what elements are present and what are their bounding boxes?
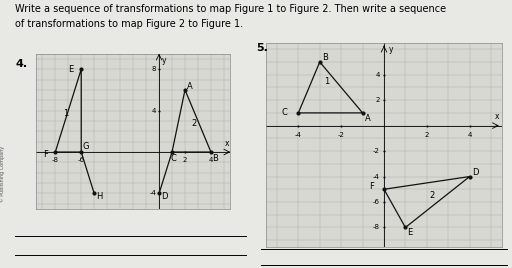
Text: 4: 4 bbox=[375, 72, 380, 78]
Text: D: D bbox=[472, 168, 478, 177]
Text: 2: 2 bbox=[429, 191, 434, 200]
Text: y: y bbox=[388, 45, 393, 54]
Text: 4.: 4. bbox=[15, 59, 28, 69]
Text: Write a sequence of transformations to map Figure 1 to Figure 2. Then write a se: Write a sequence of transformations to m… bbox=[15, 4, 446, 14]
Text: B: B bbox=[212, 154, 218, 163]
Text: 8: 8 bbox=[152, 66, 157, 72]
Text: 2: 2 bbox=[191, 119, 197, 128]
Text: 1: 1 bbox=[63, 109, 68, 118]
Text: 5.: 5. bbox=[256, 43, 268, 53]
Text: © Publishing Company: © Publishing Company bbox=[0, 146, 5, 202]
Text: A: A bbox=[187, 82, 193, 91]
Text: -2: -2 bbox=[338, 132, 345, 138]
Text: -8: -8 bbox=[52, 157, 59, 163]
Text: D: D bbox=[161, 192, 167, 201]
Text: F: F bbox=[44, 150, 49, 159]
Text: B: B bbox=[322, 53, 328, 62]
Text: -6: -6 bbox=[373, 199, 380, 205]
Text: 4: 4 bbox=[152, 107, 157, 114]
Text: 2: 2 bbox=[375, 97, 380, 103]
Text: A: A bbox=[365, 114, 371, 122]
Text: -4: -4 bbox=[150, 191, 157, 196]
Text: 1: 1 bbox=[324, 77, 329, 85]
Text: E: E bbox=[68, 65, 74, 74]
Text: -2: -2 bbox=[373, 148, 380, 154]
Text: -4: -4 bbox=[295, 132, 302, 138]
Text: C: C bbox=[281, 109, 287, 117]
Text: H: H bbox=[96, 192, 102, 201]
Text: x: x bbox=[225, 139, 229, 148]
Text: G: G bbox=[82, 142, 89, 151]
Text: -6: -6 bbox=[78, 157, 85, 163]
Text: -4: -4 bbox=[373, 174, 380, 180]
Text: 4: 4 bbox=[467, 132, 472, 138]
Text: x: x bbox=[495, 111, 500, 121]
Text: y: y bbox=[162, 56, 166, 65]
Text: -8: -8 bbox=[373, 225, 380, 230]
Text: 2: 2 bbox=[183, 157, 187, 163]
Text: 4: 4 bbox=[209, 157, 213, 163]
Text: 2: 2 bbox=[424, 132, 429, 138]
Text: C: C bbox=[170, 154, 176, 163]
Text: of transformations to map Figure 2 to Figure 1.: of transformations to map Figure 2 to Fi… bbox=[15, 19, 244, 29]
Text: F: F bbox=[369, 182, 374, 191]
Text: E: E bbox=[408, 228, 413, 237]
